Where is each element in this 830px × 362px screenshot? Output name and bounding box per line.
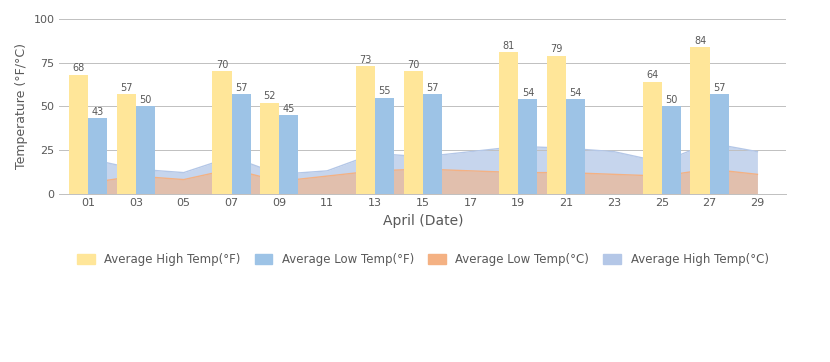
Text: 10: 10 <box>139 165 152 175</box>
Bar <box>710 94 729 194</box>
Text: 84: 84 <box>694 35 706 46</box>
Text: 11: 11 <box>264 163 276 173</box>
Text: 21: 21 <box>216 146 228 156</box>
Text: 7: 7 <box>286 170 292 180</box>
Text: 14: 14 <box>713 158 725 168</box>
Text: 73: 73 <box>359 55 372 65</box>
Text: 12: 12 <box>522 161 535 171</box>
Text: 10: 10 <box>665 165 677 175</box>
Text: 14: 14 <box>426 158 438 168</box>
Text: 55: 55 <box>378 86 391 96</box>
Bar <box>519 99 538 194</box>
Bar <box>261 103 280 194</box>
Text: 20: 20 <box>72 147 85 157</box>
Text: 54: 54 <box>522 88 535 98</box>
Text: 50: 50 <box>665 95 677 105</box>
Bar <box>280 115 299 194</box>
Text: 23: 23 <box>359 142 372 152</box>
Text: 13: 13 <box>378 159 391 169</box>
Text: 57: 57 <box>713 83 725 93</box>
Text: 64: 64 <box>646 71 658 80</box>
Bar <box>547 56 566 194</box>
Text: 26: 26 <box>550 137 563 147</box>
Bar <box>356 66 375 194</box>
Bar <box>88 118 107 194</box>
Text: 45: 45 <box>283 104 295 114</box>
Y-axis label: Temperature (°F/°C): Temperature (°F/°C) <box>15 43 28 169</box>
Bar <box>136 106 155 194</box>
Text: 6: 6 <box>95 172 100 182</box>
Bar <box>117 94 136 194</box>
Text: 57: 57 <box>120 83 133 93</box>
Bar <box>375 97 394 194</box>
Text: 12: 12 <box>569 161 582 171</box>
Bar <box>642 82 662 194</box>
Text: 54: 54 <box>569 88 582 98</box>
Legend: Average High Temp(°F), Average Low Temp(°F), Average Low Temp(°C), Average High : Average High Temp(°F), Average Low Temp(… <box>72 248 774 271</box>
Text: 81: 81 <box>503 41 515 51</box>
Text: 57: 57 <box>426 83 438 93</box>
Text: 70: 70 <box>216 60 228 70</box>
Bar <box>566 99 585 194</box>
Text: 21: 21 <box>407 146 419 156</box>
Bar <box>691 47 710 194</box>
Bar <box>212 71 232 194</box>
Bar <box>69 75 88 194</box>
Text: 52: 52 <box>263 91 276 101</box>
Text: 57: 57 <box>235 83 247 93</box>
Text: 18: 18 <box>646 151 658 161</box>
Text: 14: 14 <box>235 158 247 168</box>
Text: 50: 50 <box>139 95 152 105</box>
Bar <box>500 52 519 194</box>
Text: 68: 68 <box>72 63 85 73</box>
Bar <box>232 94 251 194</box>
Text: 43: 43 <box>91 107 104 117</box>
Text: 14: 14 <box>120 158 133 168</box>
Text: 70: 70 <box>407 60 419 70</box>
Bar <box>662 106 681 194</box>
Bar <box>403 71 422 194</box>
X-axis label: April (Date): April (Date) <box>383 214 463 228</box>
Text: 29: 29 <box>694 131 706 142</box>
Text: 79: 79 <box>550 44 563 54</box>
Text: 27: 27 <box>502 135 515 145</box>
Bar <box>422 94 442 194</box>
